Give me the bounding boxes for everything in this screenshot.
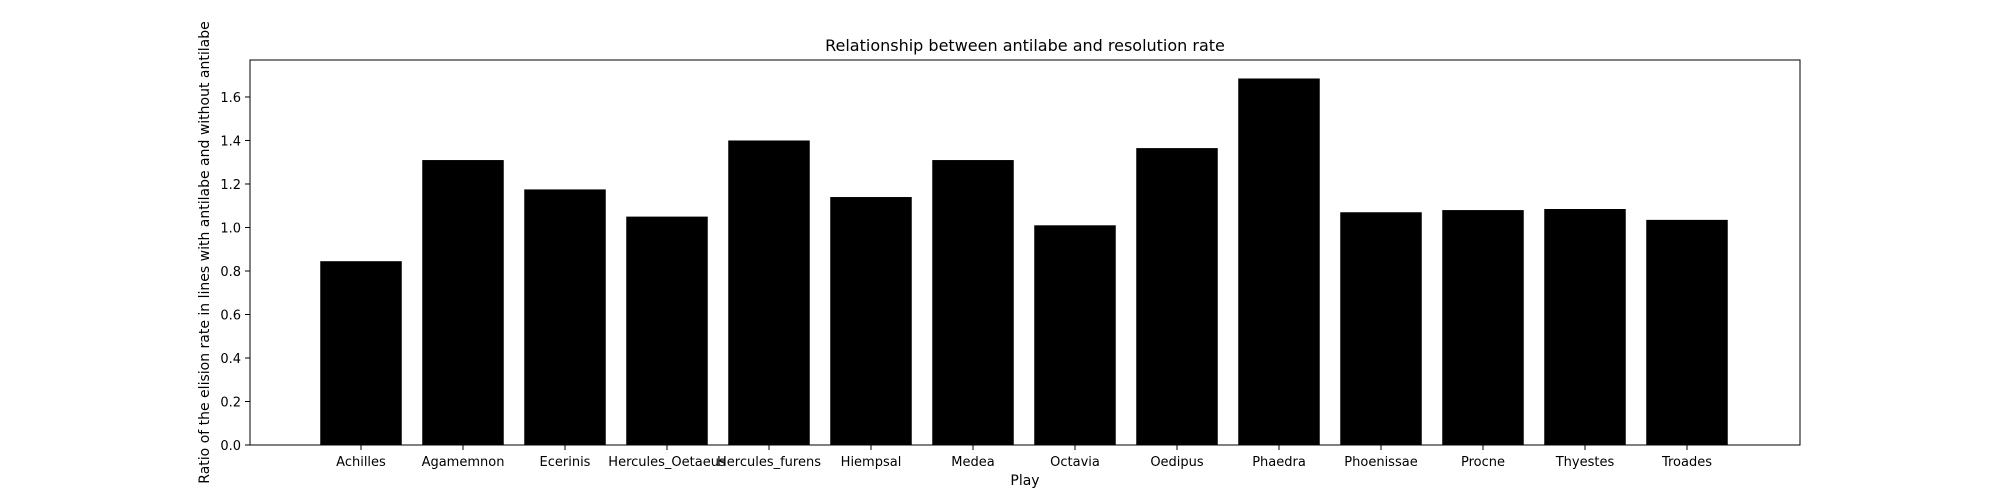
- y-tick-label: 1.0: [220, 221, 241, 236]
- x-tick-label: Oedipus: [1150, 455, 1204, 470]
- x-tick-label: Octavia: [1050, 455, 1100, 470]
- x-tick-label: Achilles: [336, 455, 386, 470]
- bar-troades: [1646, 219, 1728, 445]
- x-axis-label: Play: [1010, 473, 1039, 489]
- x-tick-label: Thyestes: [1555, 455, 1615, 470]
- y-tick-label: 1.2: [220, 178, 241, 193]
- x-tick-label: Phaedra: [1252, 455, 1306, 470]
- x-tick-label: Hercules_furens: [717, 455, 821, 470]
- y-axis-label: Ratio of the elision rate in lines with …: [197, 21, 213, 483]
- x-tick-label: Hiempsal: [841, 455, 902, 470]
- bar-medea: [932, 160, 1014, 445]
- bar-achilles: [320, 261, 402, 445]
- bar-hercules_oetaeus: [626, 216, 708, 445]
- y-axis: 0.0 0.2 0.4 0.6 0.8 1.0 1.2 1.4 1.6: [220, 91, 250, 454]
- y-tick-label: 1.6: [220, 91, 241, 106]
- x-tick-label: Phoenissae: [1344, 455, 1417, 470]
- bar-hiempsal: [830, 197, 912, 445]
- bar-hercules_furens: [728, 140, 810, 445]
- x-tick-label: Procne: [1461, 455, 1505, 470]
- bar-procne: [1442, 210, 1524, 445]
- plot-frame: [249, 59, 1801, 446]
- y-tick-label: 1.4: [220, 134, 241, 149]
- y-tick-label: 0.4: [220, 352, 241, 367]
- x-tick-label: Hercules_Oetaeus: [608, 455, 726, 470]
- x-tick-label: Agamemnon: [422, 455, 505, 470]
- x-axis: Achilles Agamemnon Ecerinis Hercules_Oetaeu…: [336, 445, 1712, 470]
- y-tick-label: 0.6: [220, 308, 241, 323]
- bar-ecerinis: [524, 189, 606, 445]
- x-tick-label: Medea: [951, 455, 994, 470]
- bar-oedipus: [1136, 148, 1218, 446]
- bar-phaedra: [1238, 78, 1320, 445]
- x-tick-label: Troades: [1661, 455, 1712, 470]
- bar-phoenissae: [1340, 212, 1422, 445]
- y-tick-label: 0.0: [220, 439, 241, 454]
- y-tick-label: 0.2: [220, 395, 241, 410]
- y-tick-label: 0.8: [220, 265, 241, 280]
- bars-group: [320, 78, 1728, 446]
- bar-thyestes: [1544, 208, 1626, 445]
- bar-octavia: [1034, 225, 1116, 445]
- bar-agamemnon: [422, 160, 504, 445]
- chart-title: Relationship between antilabe and resolu…: [825, 36, 1225, 55]
- x-tick-label: Ecerinis: [540, 455, 591, 470]
